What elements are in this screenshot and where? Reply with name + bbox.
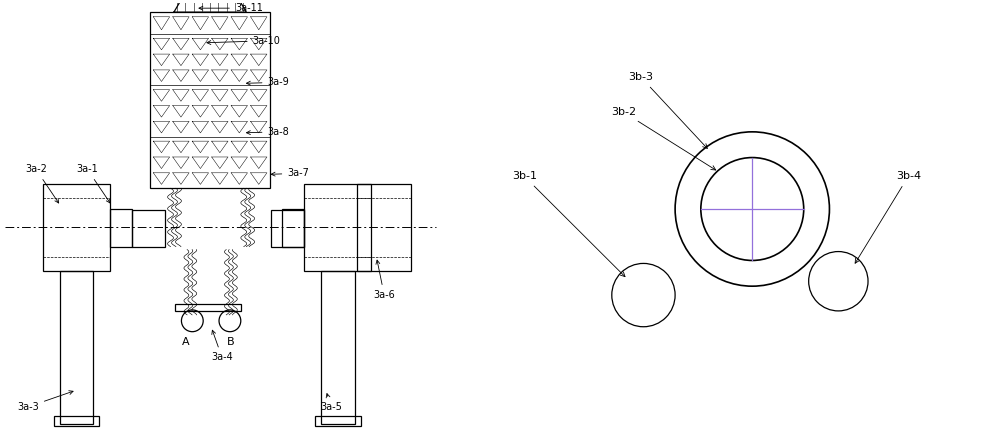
Text: 3b-2: 3b-2 [611,107,716,170]
Text: 3b-3: 3b-3 [629,72,707,149]
Text: 3a-10: 3a-10 [207,36,281,46]
Bar [282,209,304,247]
Text: 3a-11: 3a-11 [199,3,263,13]
Text: 3a-8: 3a-8 [246,127,289,137]
Text: B: B [227,336,235,346]
Bar [110,209,132,247]
Bar [357,184,411,271]
Text: A: A [182,336,189,346]
Bar [150,12,270,188]
Text: 3a-2: 3a-2 [25,165,59,203]
Text: 3a-3: 3a-3 [17,391,73,412]
Text: 3a-9: 3a-9 [246,78,289,87]
Text: 3a-1: 3a-1 [77,165,110,203]
Bar [132,210,165,247]
Bar [315,416,361,426]
Text: 3b-1: 3b-1 [512,171,625,277]
Bar [175,304,241,311]
Text: 3a-5: 3a-5 [320,394,342,412]
Text: 3a-4: 3a-4 [211,330,233,362]
Text: 3a-7: 3a-7 [271,168,309,178]
Bar [321,271,355,424]
Bar [54,416,99,426]
Bar [43,184,110,271]
Bar [271,210,304,247]
Bar [60,271,93,424]
Bar [304,184,371,271]
Text: 3b-4: 3b-4 [855,171,921,263]
Text: 3a-6: 3a-6 [373,260,395,300]
